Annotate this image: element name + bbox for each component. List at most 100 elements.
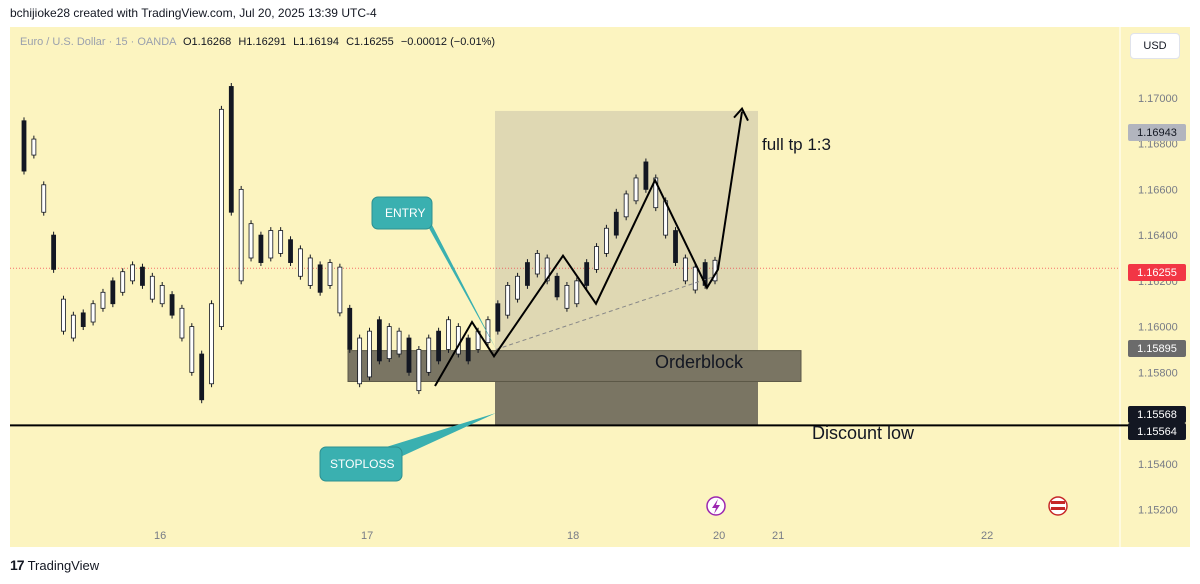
- candle-body: [90, 303, 96, 323]
- candle-body: [120, 271, 126, 293]
- candle-body: [297, 248, 303, 277]
- close-value: 1.16255: [354, 36, 394, 48]
- candle-body: [337, 266, 343, 314]
- candle-body: [149, 275, 155, 300]
- x-tick-label: 17: [361, 530, 373, 542]
- candle-body: [584, 262, 590, 286]
- price-projection-line: [434, 111, 743, 387]
- candle-body: [179, 307, 185, 339]
- symbol-name: Euro / U.S. Dollar · 15 · OANDA: [20, 36, 176, 48]
- candle-body: [643, 161, 649, 190]
- candle-body: [61, 298, 66, 332]
- footer-brand: 17 TradingView: [10, 557, 99, 573]
- profit-zone: [495, 110, 758, 351]
- candle-body: [692, 266, 698, 291]
- candle-body: [495, 303, 501, 332]
- change-value: −0.00012 (−0.01%): [400, 36, 496, 48]
- high-label: H: [238, 36, 247, 48]
- candle-body: [268, 230, 274, 259]
- candle-body: [140, 266, 145, 286]
- candle-body: [594, 246, 599, 270]
- candle-body: [288, 239, 293, 263]
- candle-body: [258, 234, 264, 263]
- candle-body: [248, 223, 254, 259]
- x-tick-label: 22: [981, 530, 993, 542]
- candle-body: [653, 177, 659, 209]
- entry-label: ENTRY: [385, 206, 425, 220]
- candle-body: [673, 230, 678, 263]
- close-label: C: [346, 36, 355, 48]
- candle-body: [130, 264, 135, 282]
- y-tick-label: 1.15800: [1138, 367, 1178, 379]
- entry-trend-line: [495, 275, 716, 350]
- candle-body: [159, 285, 165, 305]
- candle-body: [307, 257, 313, 286]
- open-value: 1.16268: [191, 36, 232, 48]
- entry-label-box: [371, 196, 433, 230]
- candle-body: [367, 330, 372, 378]
- candle-body: [31, 138, 37, 156]
- candle-body: [525, 262, 530, 286]
- stoploss-label: STOPLOSS: [330, 457, 394, 471]
- symbol-legend: Euro / U.S. Dollar · 15 · OANDA O1.16268…: [20, 36, 495, 48]
- chart-canvas[interactable]: 1.172001.170001.168001.166001.164001.162…: [10, 27, 1190, 547]
- low-label: L: [293, 36, 300, 48]
- candle-body: [682, 257, 688, 282]
- candle-body: [623, 193, 629, 218]
- y-tick-label: 1.16400: [1138, 230, 1178, 242]
- currency-button[interactable]: USD: [1130, 33, 1180, 59]
- candle-body: [485, 319, 491, 344]
- take-profit-label: full tp 1:3: [762, 135, 831, 154]
- candle-body: [574, 280, 580, 305]
- lightning-bolt-icon: [712, 499, 720, 514]
- candle-body: [278, 230, 284, 254]
- tradingview-logo-icon: 17: [10, 557, 25, 573]
- candle-body: [446, 319, 451, 350]
- stoploss-label-box: [319, 446, 403, 482]
- entry-callout-pointer: [420, 212, 496, 349]
- candle-body: [564, 285, 570, 309]
- candle-body: [406, 337, 412, 373]
- y-tick-label: 1.16600: [1138, 184, 1178, 196]
- discount-low-label: Discount low: [812, 423, 915, 443]
- candle-body: [515, 275, 520, 300]
- projection-arrowhead: [733, 106, 749, 122]
- discount-low-price-tag-2: 1.15564: [1128, 423, 1186, 440]
- y-tick-label: 1.16000: [1138, 322, 1178, 334]
- low-value: 1.16194: [299, 36, 340, 48]
- y-tick-label: 1.15200: [1138, 505, 1178, 517]
- y-tick-label: 1.17000: [1138, 93, 1178, 105]
- candle-body: [41, 184, 47, 213]
- tp-price-tag: 1.16943: [1128, 124, 1186, 141]
- candle-body: [426, 337, 432, 373]
- chart-area[interactable]: 1.172001.170001.168001.166001.164001.162…: [10, 27, 1190, 547]
- candle-body: [100, 291, 106, 309]
- x-tick-label: 18: [567, 530, 579, 542]
- high-value: 1.16291: [246, 36, 287, 48]
- us-flag-stripe-icon: [1051, 501, 1065, 504]
- y-tick-label: 1.16800: [1138, 139, 1178, 151]
- candle-body: [436, 330, 442, 362]
- y-tick-label: 1.15400: [1138, 459, 1178, 471]
- candle-body: [70, 314, 76, 339]
- candle-body: [209, 303, 214, 385]
- candle-body: [80, 312, 86, 327]
- candle-body: [51, 234, 57, 270]
- orderblock-box: [347, 350, 802, 382]
- x-tick-label: 20: [713, 530, 725, 542]
- candle-body: [554, 275, 560, 298]
- candle-body: [238, 188, 244, 282]
- x-tick-label: 21: [772, 530, 784, 542]
- candle-body: [396, 330, 402, 355]
- candle-body: [376, 319, 382, 362]
- candle-body: [633, 177, 639, 202]
- candle-body: [199, 353, 205, 401]
- x-tick-label: 16: [154, 530, 166, 542]
- discount-low-price-tag-1: 1.15568: [1128, 406, 1186, 423]
- candle-body: [21, 120, 27, 172]
- candle-body: [357, 337, 363, 385]
- us-flag-stripe-icon: [1051, 507, 1065, 510]
- chart-caption: bchijioke28 created with TradingView.com…: [10, 6, 377, 20]
- candle-body: [189, 326, 195, 373]
- candle-body: [604, 227, 609, 254]
